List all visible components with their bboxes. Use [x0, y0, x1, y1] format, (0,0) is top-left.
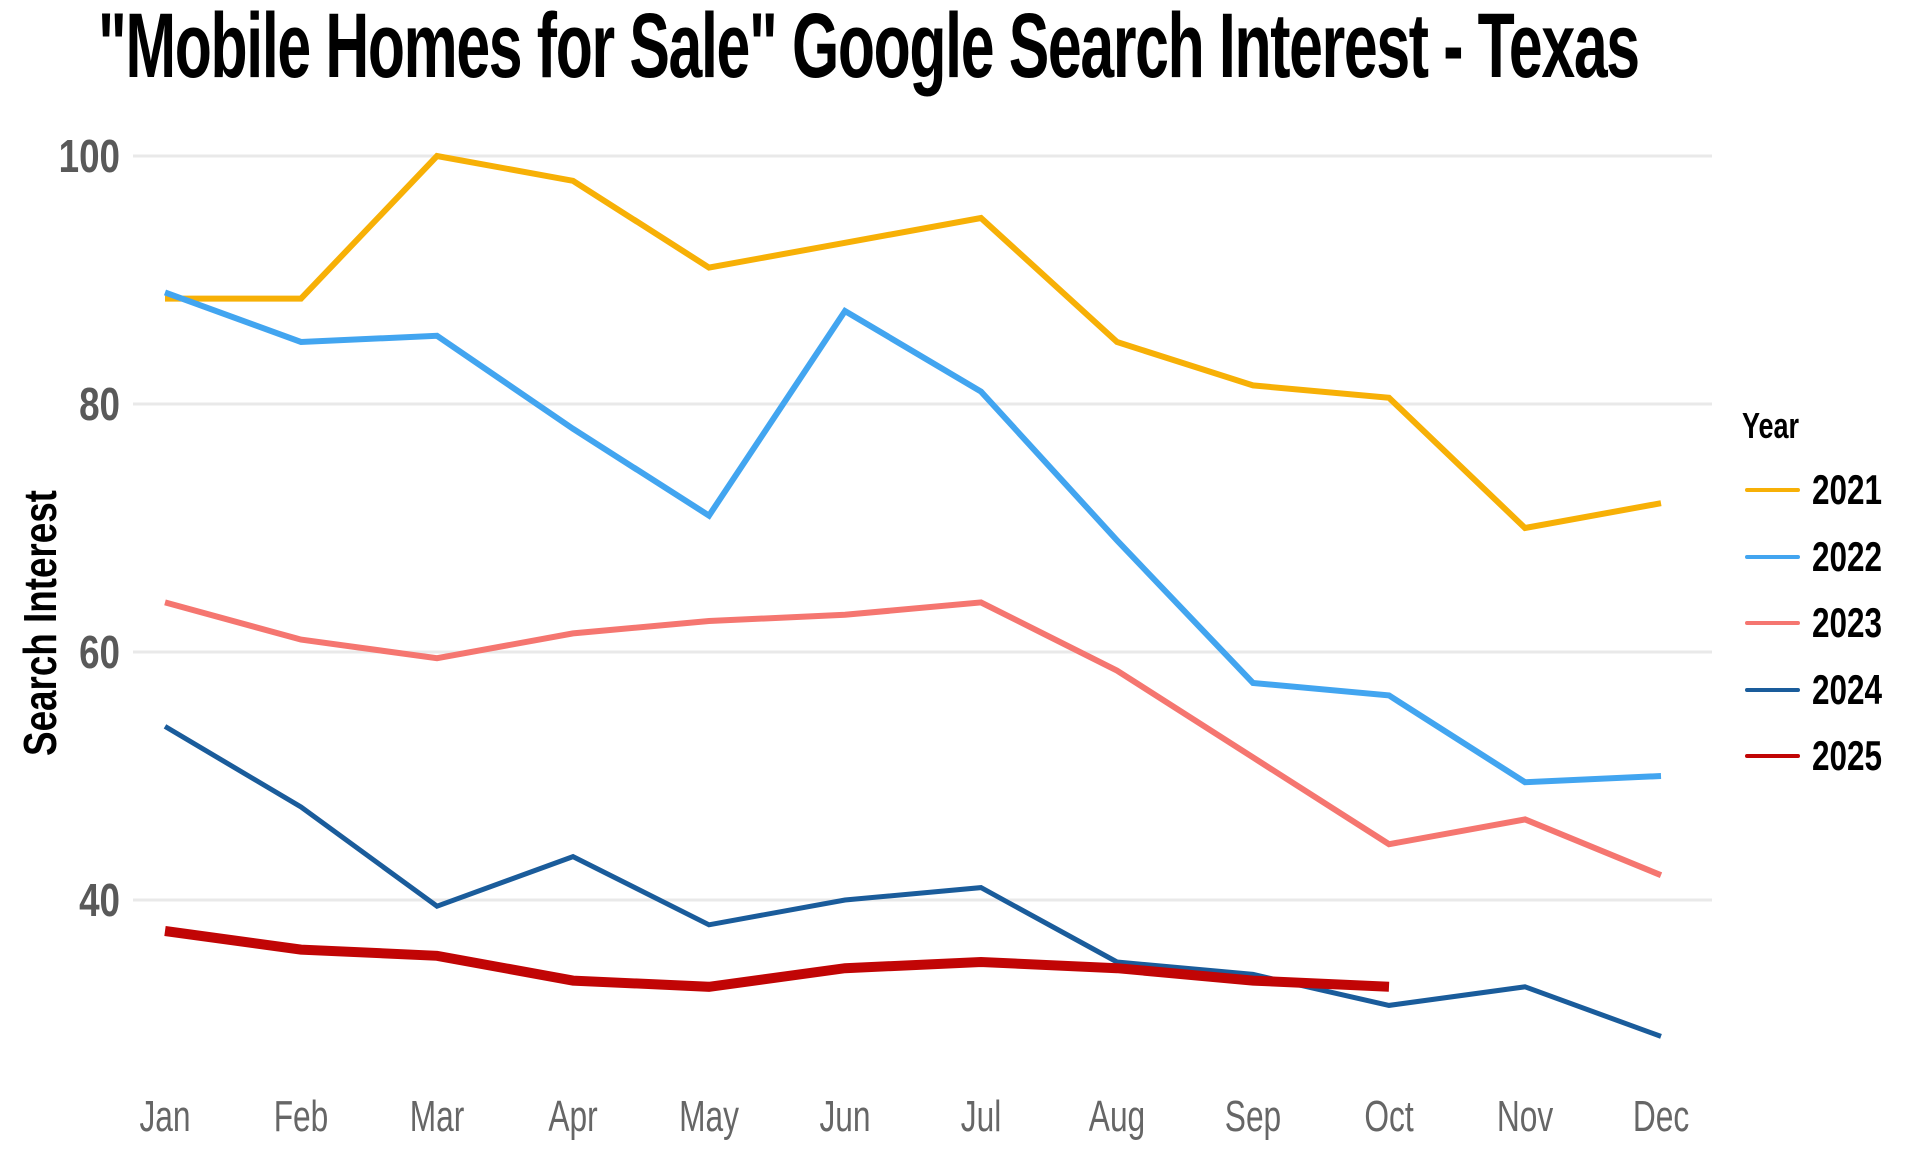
- x-tick-label-mar: Mar: [409, 1092, 465, 1141]
- legend-label-2023: 2023: [1812, 599, 1883, 646]
- x-tick-label-oct: Oct: [1364, 1092, 1414, 1141]
- y-tick-label-80: 80: [79, 378, 120, 430]
- y-axis-title: Search Interest: [14, 490, 66, 756]
- y-tick-label-100: 100: [58, 130, 120, 182]
- x-tick-label-dec: Dec: [1632, 1092, 1690, 1141]
- line-2023: [164, 599, 1663, 878]
- line-2021: [165, 152, 1662, 532]
- line-2024: [163, 724, 1662, 1039]
- x-tick-label-may: May: [679, 1092, 739, 1141]
- y-tick-label-60: 60: [79, 626, 120, 678]
- x-tick-label-feb: Feb: [273, 1092, 329, 1141]
- legend-swatch-2024: [1745, 687, 1800, 692]
- legend-label-2021: 2021: [1812, 466, 1883, 513]
- line-2022: [163, 289, 1662, 786]
- x-tick-label-jul: Jul: [960, 1092, 1002, 1141]
- x-tick-label-apr: Apr: [548, 1092, 598, 1141]
- x-tick-label-sep: Sep: [1224, 1092, 1282, 1141]
- line-2025: [164, 926, 1390, 992]
- x-tick-label-nov: Nov: [1496, 1092, 1554, 1141]
- chart-title: "Mobile Homes for Sale" Google Search In…: [98, 0, 1640, 97]
- legend-label-2025: 2025: [1812, 732, 1883, 779]
- x-tick-label-jan: Jan: [139, 1092, 191, 1141]
- x-tick-label-jun: Jun: [819, 1092, 871, 1141]
- legend-swatch-2023: [1745, 621, 1800, 625]
- legend-swatch-2021: [1745, 488, 1800, 492]
- legend-title: Year: [1742, 405, 1800, 446]
- legend-label-2022: 2022: [1812, 532, 1883, 580]
- legend-swatch-2025: [1745, 754, 1800, 758]
- y-tick-label-40: 40: [79, 874, 120, 926]
- x-tick-label-aug: Aug: [1088, 1092, 1146, 1141]
- legend-label-2024: 2024: [1812, 665, 1883, 713]
- legend-swatch-2022: [1745, 554, 1800, 559]
